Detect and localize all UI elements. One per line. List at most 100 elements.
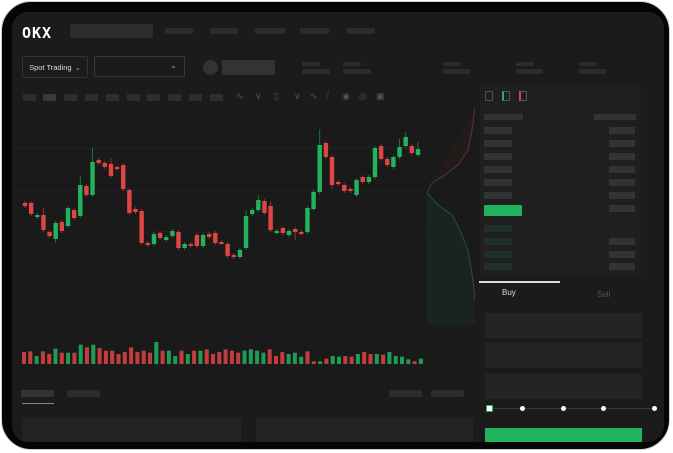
volume-bar bbox=[28, 351, 33, 364]
volume-bar bbox=[337, 356, 341, 364]
bid-price bbox=[484, 238, 512, 245]
search-bar[interactable] bbox=[70, 24, 153, 38]
volume-bar bbox=[349, 356, 354, 364]
stat-value bbox=[343, 69, 371, 74]
slider-mark-50[interactable] bbox=[561, 406, 566, 411]
volume-bar bbox=[280, 352, 285, 364]
camera-icon[interactable]: ◉ bbox=[342, 91, 350, 101]
candle bbox=[415, 149, 421, 155]
nav-item[interactable] bbox=[347, 28, 375, 34]
indicator-icon[interactable]: ∿ bbox=[236, 91, 244, 101]
candle bbox=[139, 211, 144, 243]
pair-dropdown[interactable]: ⌄ bbox=[94, 56, 185, 77]
amount-input[interactable] bbox=[485, 343, 642, 368]
bid-price bbox=[484, 263, 512, 270]
volume-bar bbox=[406, 359, 411, 364]
candle bbox=[335, 182, 341, 184]
interval-button[interactable] bbox=[106, 94, 119, 101]
app-screen: OKX Spot Trading ⌄ ⌄ ∿ ∨ ▯ ∨ ∿ ⧸ ◉ ◎ ▣ bbox=[12, 12, 664, 442]
volume-bar bbox=[72, 352, 77, 364]
volume-bar bbox=[355, 354, 360, 364]
volume-bar bbox=[387, 352, 392, 364]
interval-button[interactable] bbox=[127, 94, 140, 101]
buy-tab-underline bbox=[479, 281, 560, 283]
candle bbox=[249, 210, 255, 214]
volume-bar bbox=[122, 352, 127, 364]
ask-amount bbox=[609, 153, 635, 160]
target-icon[interactable]: ◎ bbox=[359, 91, 367, 101]
slider-handle[interactable] bbox=[486, 405, 493, 412]
volume-bar bbox=[229, 350, 234, 364]
interval-button[interactable] bbox=[64, 94, 77, 101]
buy-submit-button[interactable] bbox=[485, 428, 642, 442]
stat-value bbox=[443, 69, 470, 74]
orderbook-bids-icon[interactable] bbox=[502, 91, 510, 101]
interval-button[interactable] bbox=[210, 94, 223, 101]
sell-tab[interactable]: Sell bbox=[597, 290, 611, 299]
last-price-badge bbox=[484, 205, 522, 216]
orderbook-both-icon[interactable] bbox=[485, 91, 493, 101]
candle bbox=[65, 208, 71, 226]
nav-item[interactable] bbox=[165, 28, 193, 34]
candle bbox=[200, 235, 206, 246]
volume-bars bbox=[22, 342, 423, 364]
settings-chevron-icon[interactable]: ∨ bbox=[294, 91, 301, 101]
okx-logo[interactable]: OKX bbox=[22, 24, 53, 42]
interval-button[interactable] bbox=[147, 94, 160, 101]
chart-type-icon[interactable]: ∨ bbox=[255, 91, 262, 101]
amount-slider-track[interactable] bbox=[490, 408, 656, 409]
bid-price bbox=[484, 225, 512, 232]
orderbook-asks-icon[interactable] bbox=[519, 91, 527, 101]
nav-item[interactable] bbox=[210, 28, 238, 34]
ask-price bbox=[484, 179, 512, 186]
candle-style-icon[interactable]: ▯ bbox=[274, 91, 279, 101]
line-tool-icon[interactable]: ∿ bbox=[310, 91, 318, 101]
slider-mark-100[interactable] bbox=[652, 406, 657, 411]
volume-bar bbox=[248, 349, 253, 364]
candles bbox=[22, 129, 421, 259]
volume-bar bbox=[40, 351, 45, 364]
fullscreen-icon[interactable]: ▣ bbox=[376, 91, 385, 101]
interval-button[interactable] bbox=[189, 94, 202, 101]
candle bbox=[397, 147, 402, 157]
bid-amount bbox=[609, 251, 635, 258]
volume-bar bbox=[173, 356, 178, 364]
volume-bar bbox=[97, 348, 102, 364]
ask-price bbox=[484, 192, 512, 199]
volume-bar bbox=[204, 349, 209, 364]
nav-item[interactable] bbox=[255, 28, 285, 34]
total-input[interactable] bbox=[485, 374, 642, 399]
candle bbox=[102, 163, 108, 167]
bid-price bbox=[484, 251, 512, 258]
ask-amount bbox=[609, 166, 635, 173]
slider-mark-75[interactable] bbox=[601, 406, 606, 411]
bottom-action[interactable] bbox=[389, 390, 422, 397]
nav-item[interactable] bbox=[300, 28, 329, 34]
volume-bar bbox=[330, 356, 335, 364]
candle bbox=[164, 237, 169, 240]
bottom-tab-active[interactable] bbox=[21, 390, 54, 397]
volume-bar bbox=[198, 350, 203, 364]
buy-tab[interactable]: Buy bbox=[502, 288, 516, 297]
interval-button[interactable] bbox=[85, 94, 98, 101]
candle bbox=[237, 250, 243, 257]
bottom-tab[interactable] bbox=[67, 390, 100, 397]
slider-mark-25[interactable] bbox=[520, 406, 525, 411]
ruler-icon[interactable]: ⧸ bbox=[326, 91, 330, 101]
candle bbox=[151, 234, 157, 244]
candle bbox=[96, 160, 101, 163]
price-input[interactable] bbox=[485, 313, 642, 338]
bid-amount bbox=[609, 238, 635, 245]
ask-price bbox=[484, 166, 512, 173]
depth-bids-area bbox=[427, 193, 475, 325]
volume-bar bbox=[274, 356, 278, 364]
volume-bar bbox=[236, 352, 241, 364]
spot-trading-dropdown[interactable]: Spot Trading ⌄ bbox=[22, 56, 88, 78]
interval-button[interactable] bbox=[23, 94, 36, 101]
depth-bids-line bbox=[426, 192, 475, 301]
candlestick-chart[interactable] bbox=[12, 108, 475, 388]
interval-button[interactable] bbox=[168, 94, 181, 101]
volume-bar bbox=[267, 349, 272, 364]
bottom-action[interactable] bbox=[431, 390, 464, 397]
interval-button-active[interactable] bbox=[43, 94, 56, 101]
